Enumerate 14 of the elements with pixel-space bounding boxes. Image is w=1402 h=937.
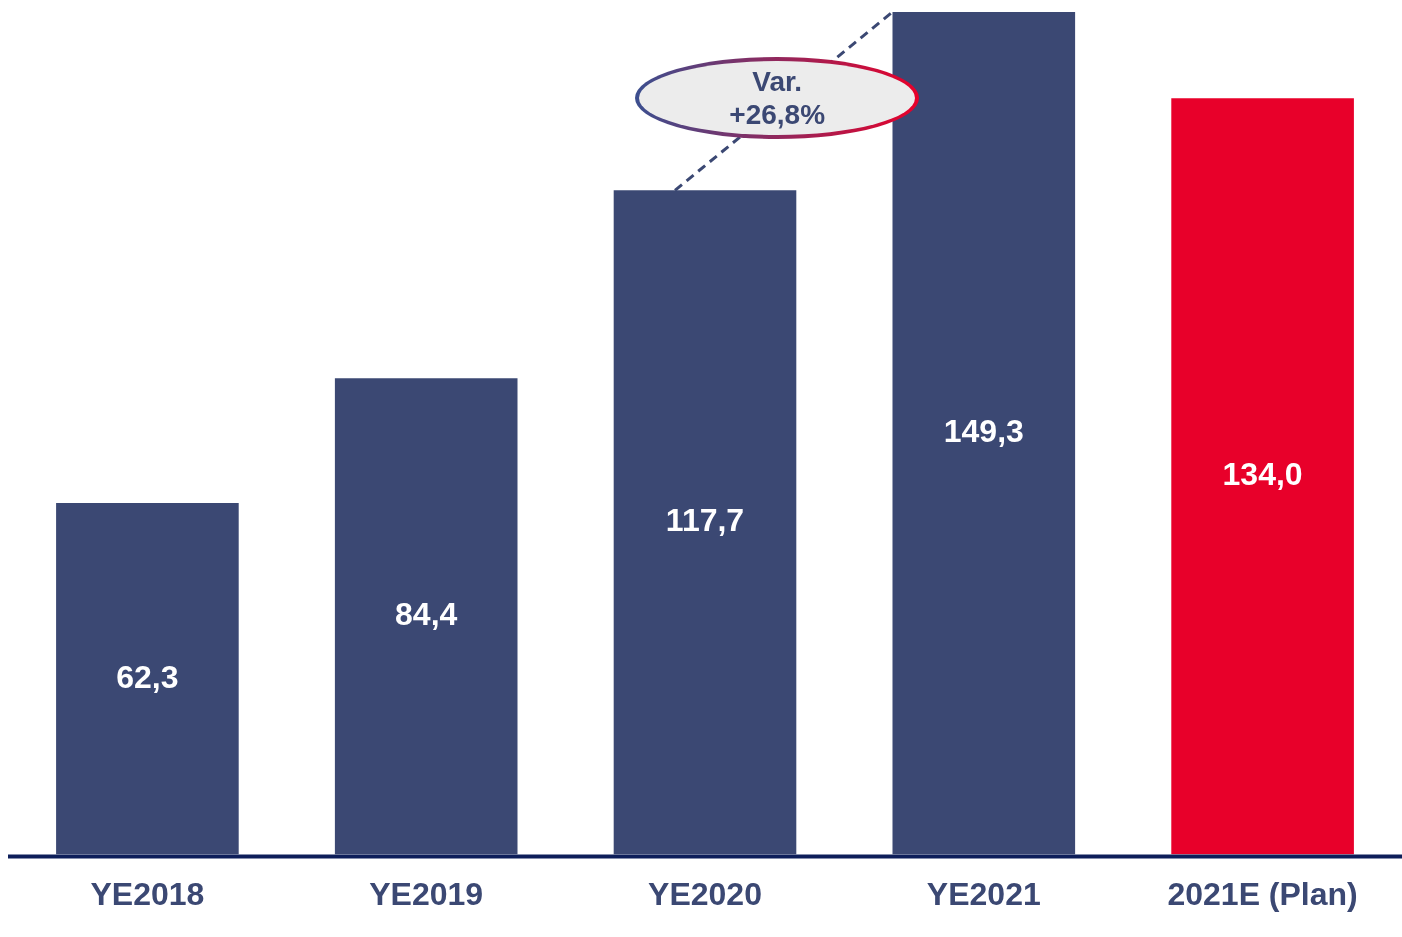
x-tick-label: YE2021 [926, 875, 1041, 912]
bar [1171, 98, 1354, 855]
data-label: 134,0 [1222, 456, 1303, 493]
x-tick-label: YE2018 [90, 875, 205, 912]
data-label: 117,7 [665, 502, 745, 539]
bar [56, 502, 239, 855]
data-label: 149,3 [943, 413, 1024, 450]
x-tick-label: YE2019 [369, 875, 484, 912]
bar [334, 378, 518, 855]
x-tick-label: YE2020 [648, 875, 762, 912]
x-tick-label: 2021E (Plan) [1167, 875, 1358, 912]
data-label: 62,3 [116, 658, 179, 695]
annotation: Var. +26,8% [729, 64, 826, 131]
data-label: 84,4 [395, 596, 458, 633]
